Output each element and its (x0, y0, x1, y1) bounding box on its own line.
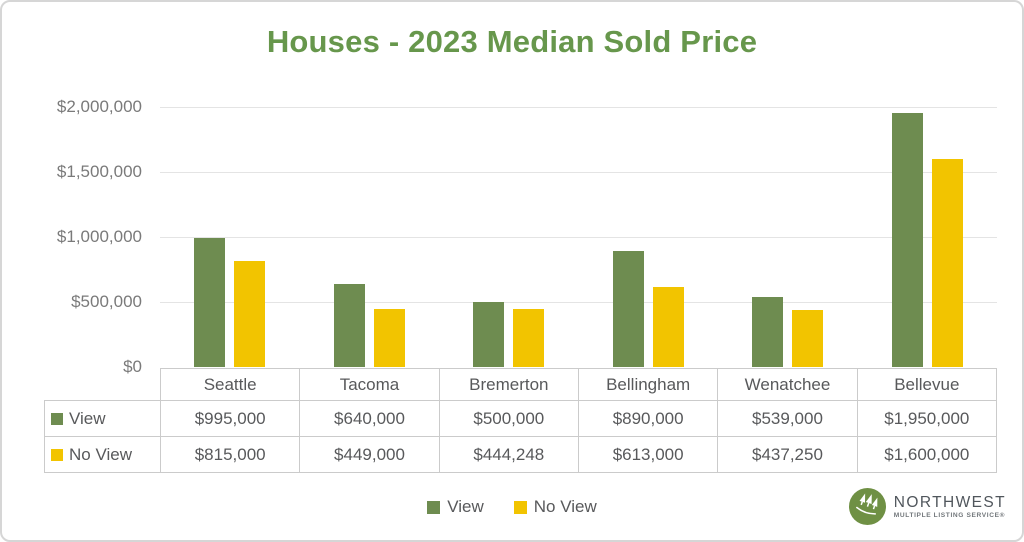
y-tick-label: $1,500,000 (56, 162, 142, 181)
value-tacoma-view: $640,000 (299, 400, 440, 437)
legend-label: No View (533, 497, 597, 516)
legend-item-view: View (427, 497, 484, 517)
bar-bremerton-view (473, 302, 505, 367)
legend-label: View (447, 497, 484, 516)
value-seattle-view: $995,000 (159, 400, 301, 437)
y-tick-label: $500,000 (71, 292, 142, 311)
legend-swatch-view (427, 500, 441, 514)
value-bremerton-no-view: $444,248 (438, 436, 579, 473)
value-seattle-no-view: $815,000 (159, 436, 301, 473)
bar-wenatchee-view (752, 297, 784, 367)
gridline (160, 106, 997, 108)
value-tacoma-no-view: $449,000 (299, 436, 440, 473)
row-label-view: View (44, 400, 161, 437)
gridline (160, 236, 997, 238)
gridline (160, 171, 997, 173)
plot-area (160, 106, 997, 367)
legend-swatch-no-view (513, 500, 527, 514)
value-bellingham-no-view: $613,000 (577, 436, 719, 473)
bar-tacoma-no-view (373, 309, 405, 367)
nwmls-logo: NORTHWEST MULTIPLE LISTING SERVICE® (848, 488, 1006, 525)
table-row: View $995,000 $640,000 $500,000 $890,000 $539… (44, 400, 998, 437)
column-header-bellingham: Bellingham (577, 368, 719, 401)
bar-bremerton-no-view (513, 309, 545, 367)
column-header-bremerton: Bremerton (438, 368, 579, 401)
table-corner-cell (45, 369, 161, 401)
y-tick-label: $0 (123, 357, 142, 376)
table-row: No View $815,000 $449,000 $444,248 $613,000 $… (44, 436, 998, 473)
gridline (160, 301, 997, 303)
bar-bellevue-view (891, 113, 923, 367)
value-bellevue-no-view: $1,600,000 (856, 436, 998, 473)
column-header-wenatchee: Wenatchee (717, 368, 858, 401)
chart-title: Houses - 2023 Median Sold Price (266, 24, 758, 59)
legend-item-no-view: No View (513, 497, 597, 517)
data-table: Seattle Tacoma Bremerton Bellingham Wenatche… (44, 368, 998, 473)
trees-icon (848, 488, 886, 525)
value-wenatchee-no-view: $437,250 (717, 436, 858, 473)
bar-seattle-view (194, 238, 226, 367)
chart-legend: View No View (2, 493, 1022, 521)
logo-name: NORTHWEST (893, 494, 1006, 511)
logo-tagline: MULTIPLE LISTING SERVICE® (893, 512, 1006, 519)
bar-bellingham-view (612, 251, 644, 367)
bar-seattle-no-view (234, 261, 266, 367)
bar-wenatchee-no-view (792, 310, 824, 367)
row-label-no-view: No View (44, 436, 161, 473)
logo-text: NORTHWEST MULTIPLE LISTING SERVICE® (894, 494, 1006, 519)
series-name: No View (69, 444, 132, 464)
bar-bellevue-no-view (931, 159, 963, 367)
value-wenatchee-view: $539,000 (717, 400, 858, 437)
series-name: View (69, 408, 106, 428)
y-tick-label: $2,000,000 (56, 97, 142, 116)
series-swatch-view (51, 412, 63, 425)
column-header-tacoma: Tacoma (299, 368, 440, 401)
column-header-bellevue: Bellevue (856, 368, 998, 401)
column-header-seattle: Seattle (159, 368, 301, 401)
value-bellevue-view: $1,950,000 (856, 400, 998, 437)
bar-tacoma-view (333, 284, 365, 367)
y-tick-label: $1,000,000 (56, 227, 142, 246)
bar-bellingham-no-view (652, 287, 684, 367)
value-bremerton-view: $500,000 (438, 400, 579, 437)
value-bellingham-view: $890,000 (577, 400, 719, 437)
series-swatch-no-view (51, 448, 63, 461)
